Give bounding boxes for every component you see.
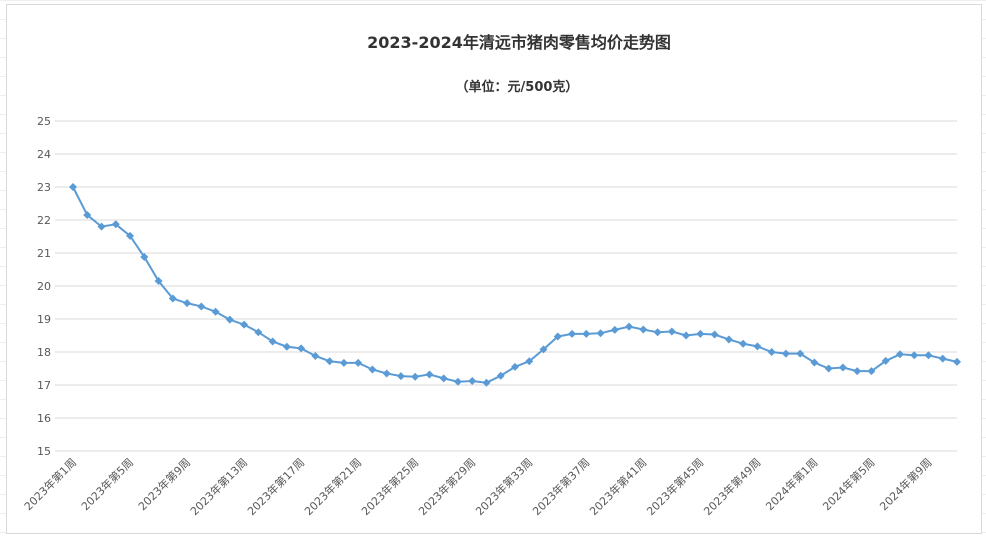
chart-area[interactable]: 2023-2024年清远市猪肉零售均价走势图 （单位：元/500克） 15 16 1… — [6, 4, 982, 534]
data-point — [767, 348, 776, 356]
data-point — [653, 328, 662, 337]
series-retail-price — [69, 183, 961, 387]
data-point — [824, 364, 833, 373]
x-axis-ticks: 2023年第1周 2023年第5周 2023年第9周2023年第13周2023年第1… — [21, 455, 934, 518]
chart-title: 2023-2024年清远市猪肉零售均价走势图 — [367, 33, 671, 52]
x-tick-label: 2023年第17周 — [244, 455, 307, 518]
x-tick-label: 2023年第25周 — [358, 455, 421, 518]
data-point — [910, 351, 919, 360]
y-tick-label: 16 — [37, 412, 51, 425]
data-point — [710, 330, 719, 339]
data-point — [183, 299, 192, 308]
data-point — [938, 354, 947, 363]
data-point — [953, 357, 961, 366]
data-point — [439, 374, 448, 383]
line-chart: 2023-2024年清远市猪肉零售均价走势图 （单位：元/500克） 15161… — [21, 33, 961, 518]
y-tick-label: 22 — [37, 214, 51, 227]
data-point — [396, 372, 405, 381]
data-point — [539, 345, 548, 354]
data-point — [739, 339, 748, 348]
data-point — [667, 327, 676, 336]
y-tick-label: 17 — [37, 379, 51, 392]
data-point — [610, 325, 619, 334]
x-tick-label: 2024年第9周 — [877, 455, 935, 513]
y-tick-label: 23 — [37, 181, 51, 194]
data-point — [83, 211, 92, 220]
data-point — [853, 367, 862, 376]
x-tick-label: 2024年第5周 — [820, 455, 878, 513]
data-point — [453, 377, 462, 386]
data-point — [724, 335, 733, 344]
data-point — [568, 329, 577, 338]
data-point — [339, 358, 348, 367]
data-point — [154, 277, 163, 286]
data-point — [781, 349, 790, 358]
data-point — [838, 363, 847, 372]
data-point — [867, 367, 876, 376]
data-point — [197, 302, 206, 311]
data-point — [382, 369, 391, 378]
y-tick-label: 15 — [37, 445, 51, 458]
data-point — [168, 294, 177, 303]
data-point — [268, 337, 277, 346]
data-point — [411, 372, 420, 381]
data-point — [240, 320, 249, 329]
data-point — [525, 357, 534, 366]
data-point — [111, 220, 120, 229]
data-point — [553, 332, 562, 341]
data-point — [354, 358, 363, 367]
y-axis-ticks: 15 16 17 18 19 20 21 22 23 24 25 — [37, 115, 51, 458]
data-point — [596, 329, 605, 338]
x-tick-label: 2023年第13周 — [187, 455, 250, 518]
data-point — [211, 307, 220, 316]
data-point — [468, 377, 477, 386]
data-point — [881, 356, 890, 365]
data-point — [582, 329, 591, 338]
data-point — [895, 350, 904, 359]
data-point — [625, 322, 634, 331]
data-point — [425, 370, 434, 379]
data-point — [482, 378, 491, 387]
data-point — [368, 365, 377, 374]
series-line — [72, 186, 958, 384]
data-point — [325, 357, 334, 366]
y-tick-label: 21 — [37, 247, 51, 260]
data-point — [97, 222, 106, 231]
x-tick-label: 2023年第37周 — [529, 455, 592, 518]
data-point — [69, 183, 77, 191]
data-point — [282, 342, 291, 351]
data-point — [753, 342, 762, 351]
x-tick-label: 2023年第45周 — [644, 455, 707, 518]
x-tick-label: 2023年第1周 — [21, 455, 79, 513]
x-tick-label: 2023年第33周 — [472, 455, 535, 518]
data-point — [140, 252, 149, 261]
x-tick-label: 2023年第9周 — [135, 455, 193, 513]
y-tick-label: 25 — [37, 115, 51, 128]
data-point — [639, 325, 648, 334]
data-point — [810, 358, 819, 367]
x-tick-label: 2023年第29周 — [415, 455, 478, 518]
data-point — [225, 315, 234, 324]
x-tick-label: 2023年第49周 — [701, 455, 764, 518]
chart-subtitle: （单位：元/500克） — [456, 79, 579, 95]
x-tick-label: 2024年第1周 — [763, 455, 821, 513]
data-point — [496, 371, 505, 380]
y-tick-label: 20 — [37, 280, 51, 293]
data-point — [796, 349, 805, 358]
data-point — [311, 351, 320, 360]
data-point — [511, 362, 519, 371]
data-point — [254, 328, 263, 337]
y-tick-label: 24 — [37, 148, 51, 161]
y-tick-label: 18 — [37, 346, 51, 359]
data-point — [696, 329, 705, 338]
x-tick-label: 2023年第21周 — [301, 455, 364, 518]
data-point — [924, 351, 933, 360]
x-tick-label: 2023年第41周 — [587, 455, 650, 518]
data-point — [297, 344, 306, 353]
gridlines — [55, 120, 957, 452]
y-tick-label: 19 — [37, 313, 51, 326]
data-point — [682, 331, 691, 340]
x-tick-label: 2023年第5周 — [78, 455, 136, 513]
data-point — [126, 231, 135, 240]
